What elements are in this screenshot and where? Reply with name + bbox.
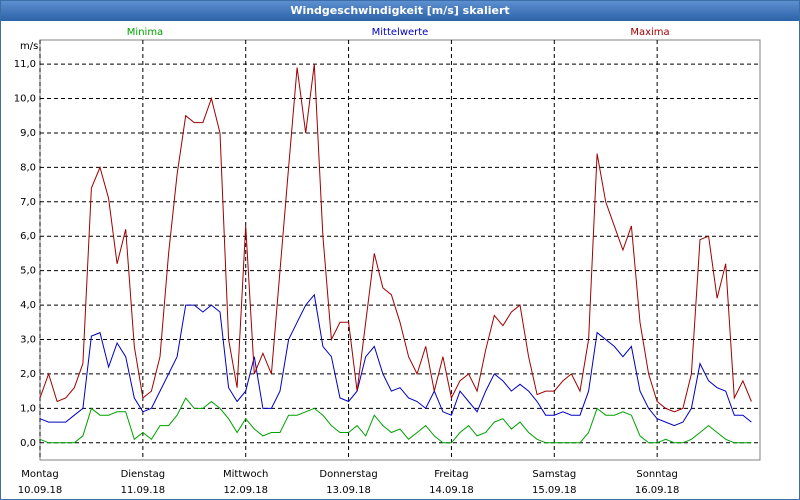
y-tick-label: 10,0 [14, 94, 36, 105]
y-tick-label: 1,0 [20, 403, 36, 414]
x-tick-date: 10.09.18 [18, 485, 63, 496]
y-tick-label: 4,0 [20, 300, 36, 311]
x-tick-date: 14.09.18 [429, 485, 474, 496]
legend-entry: Mittelwerte [372, 27, 429, 38]
x-tick-label: Sonntag [636, 469, 678, 480]
y-tick-label: 6,0 [20, 231, 36, 242]
x-tick-date: 16.09.18 [635, 485, 680, 496]
y-tick-label: 2,0 [20, 369, 36, 380]
x-tick-date: 15.09.18 [532, 485, 577, 496]
x-tick-label: Freitag [434, 469, 468, 480]
x-tick-label: Montag [21, 469, 58, 480]
x-tick-label: Mittwoch [223, 469, 268, 480]
y-tick-label: 11,0 [14, 59, 36, 70]
y-tick-label: 3,0 [20, 335, 36, 346]
y-tick-label: 8,0 [20, 162, 36, 173]
x-tick-date: 12.09.18 [223, 485, 268, 496]
y-tick-label: 9,0 [20, 128, 36, 139]
plot-area [39, 39, 761, 461]
y-tick-label: 7,0 [20, 197, 36, 208]
legend-entry: Minima [127, 27, 163, 38]
chart: m/s 0,0 1,0 2,0 3,0 4,0 5,0 6,0 7,0 8,0 9,0 10,0 11,… [14, 27, 761, 496]
x-tick-date: 13.09.18 [326, 485, 371, 496]
legend-entry: Maxima [630, 27, 669, 38]
x-tick-label: Donnerstag [319, 469, 377, 480]
series-line [39, 397, 752, 444]
title-bar: Windgeschwindigkeit [m/s] skaliert [1, 1, 799, 21]
y-tick-label: 5,0 [20, 266, 36, 277]
x-tick-label: Samstag [532, 469, 576, 480]
y-tick-label: 0,0 [20, 438, 36, 449]
series-line [39, 293, 752, 427]
x-tick-date: 11.09.18 [121, 485, 166, 496]
y-unit: m/s [20, 41, 38, 52]
series-line [39, 64, 752, 413]
x-tick-label: Dienstag [121, 469, 166, 480]
